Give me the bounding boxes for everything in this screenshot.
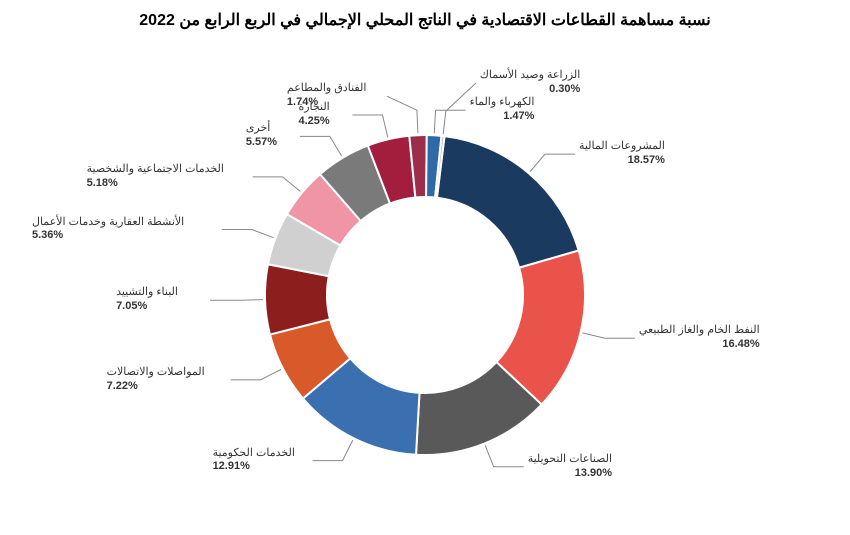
slice-label-name: أخرى [246,122,296,136]
slice-label-value: 16.48% [639,338,760,352]
slice-label-1: النفط الخام والغاز الطبيعي16.48% [639,324,760,352]
slice-label-value: 1.47% [470,110,535,124]
slice-label-name: المشروعات المالية [579,140,665,154]
slice-label-5: البناء والتشييد7.05% [116,286,206,314]
slice-label-name: الكهرباء والماء [470,96,535,110]
leader-1 [583,333,635,338]
slice-label-11: الكهرباء والماء1.47% [470,96,535,124]
slice-label-name: الخدمات الحكومية [213,447,309,461]
leader-4 [231,369,281,380]
slice-label-value: 5.57% [246,136,296,150]
slice-label-4: المواصلات والاتصالات7.22% [107,366,227,394]
slice-label-name: الفنادق والمطاعم [287,82,383,96]
slice-label-name: النفط الخام والغاز الطبيعي [639,324,760,338]
slice-label-3: الخدمات الحكومية12.91% [213,447,309,475]
leader-8 [300,136,342,156]
slice-label-value: 5.18% [87,177,249,191]
slice-label-value: 0.30% [480,83,581,97]
leader-3 [313,440,353,461]
slice-label-name: الأنشطة العقارية وخدمات الأعمال [32,216,218,230]
leader-5 [210,300,263,301]
slice-label-value: 13.90% [528,467,612,481]
leader-10 [387,96,418,133]
slice-label-name: البناء والتشييد [116,286,206,300]
slice-label-name: الزراعة وصيد الأسماك [480,69,581,83]
slice-label-value: 7.22% [107,380,227,394]
leader-7 [253,177,301,192]
slice-label-value: 7.05% [116,300,206,314]
slice-label-7: الخدمات الاجتماعية والشخصية5.18% [87,163,249,191]
leader-11 [434,110,465,133]
slice-label-8: أخرى5.57% [246,122,296,150]
leader-9 [352,115,387,137]
slice-label-0: المشروعات المالية18.57% [579,140,665,168]
slice-0 [437,136,579,268]
slice-label-10: الفنادق والمطاعم1.74% [287,82,383,110]
chart-container: نسبة مساهمة القطاعات الاقتصادية في النات… [0,0,850,535]
slice-label-name: المواصلات والاتصالات [107,366,227,380]
slice-label-value: 5.36% [32,229,218,243]
slice-label-12: الزراعة وصيد الأسماك0.30% [480,69,581,97]
chart-title: نسبة مساهمة القطاعات الاقتصادية في النات… [0,10,850,30]
slice-label-name: الخدمات الاجتماعية والشخصية [87,163,249,177]
slice-label-value: 4.25% [298,115,348,129]
slice-label-6: الأنشطة العقارية وخدمات الأعمال5.36% [32,216,218,244]
slice-label-value: 18.57% [579,154,665,168]
slice-label-2: الصناعات التحويلية13.90% [528,453,612,481]
leader-2 [485,445,524,466]
leader-6 [222,230,274,238]
slice-label-value: 1.74% [287,96,383,110]
slice-label-name: الصناعات التحويلية [528,453,612,467]
leader-0 [530,154,575,172]
slice-label-value: 12.91% [213,460,309,474]
